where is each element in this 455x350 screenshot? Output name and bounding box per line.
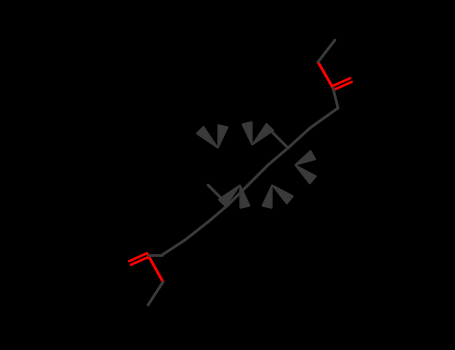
Polygon shape	[218, 185, 240, 206]
Polygon shape	[240, 185, 250, 208]
Polygon shape	[295, 150, 315, 165]
Polygon shape	[272, 185, 293, 204]
Polygon shape	[262, 185, 272, 208]
Polygon shape	[252, 124, 273, 145]
Polygon shape	[242, 122, 252, 145]
Polygon shape	[295, 165, 316, 184]
Polygon shape	[197, 126, 218, 148]
Polygon shape	[218, 125, 228, 148]
